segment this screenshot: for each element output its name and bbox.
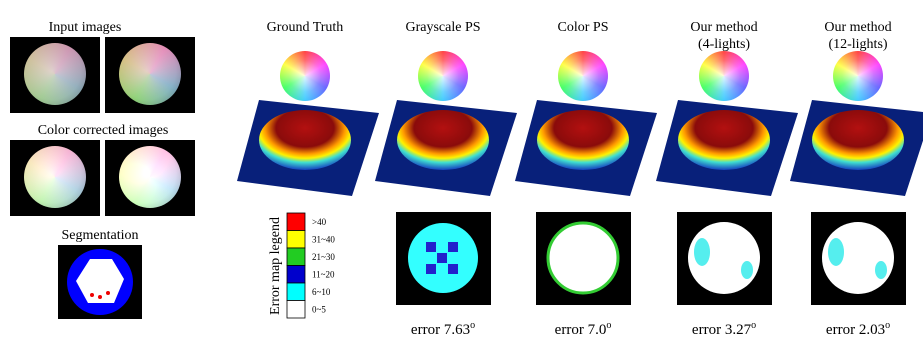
error-label: error 3.27o [692,318,756,337]
error-region [741,261,753,279]
error-map [677,212,772,305]
error-region [437,253,447,263]
error-region [426,264,436,274]
error-value: error 7.0 [555,322,607,337]
error-map [811,212,906,305]
degree-sign: o [751,320,756,331]
legend-swatch [287,283,305,301]
surface-dome [537,110,629,170]
degree-sign: o [470,320,475,331]
legend-swatch [287,301,305,319]
column-header: Color PS [558,20,609,36]
surface-dome [259,110,351,170]
normal-map [280,51,330,101]
error-map [396,212,491,305]
error-value: error 2.03 [826,322,885,337]
legend-swatch [287,266,305,284]
normal-map [418,51,468,101]
legend-label: 21~30 [312,252,335,262]
legend-label: 11~20 [312,270,335,280]
normal-map [833,51,883,101]
legend-swatch [287,248,305,266]
surface-dome [397,110,489,170]
legend-label: 6~10 [312,287,331,297]
legend-title: Error map legend [268,217,283,315]
degree-sign: o [885,320,890,331]
error-region [694,238,710,266]
plots: Error map legend >40 31~40 21~30 11~20 6~10 0~… [0,0,923,337]
error-label: error 7.63o [411,318,475,337]
error-region [875,261,887,279]
surface-dome [812,110,904,170]
surface-dome [678,110,770,170]
legend-swatch [287,231,305,249]
error-label: error 7.0o [555,318,612,337]
error-region [426,242,436,252]
legend-label: 31~40 [312,235,335,245]
error-label: error 2.03o [826,318,890,337]
column-header: Our method [690,20,757,36]
column-header: Our method [824,20,891,36]
legend-label: >40 [312,217,327,227]
column-header: Grayscale PS [405,20,480,36]
error-region [548,223,618,293]
column-header: Ground Truth [267,20,344,36]
normal-map [558,51,608,101]
degree-sign: o [606,320,611,331]
error-map [536,212,631,305]
legend-label: 0~5 [312,305,326,315]
normal-map [699,51,749,101]
figure: Input images Color corrected images Segm… [0,0,923,337]
error-region [448,264,458,274]
legend-swatch [287,213,305,231]
error-value: error 7.63 [411,322,470,337]
error-region [828,238,844,266]
error-region [448,242,458,252]
error-value: error 3.27 [692,322,751,337]
